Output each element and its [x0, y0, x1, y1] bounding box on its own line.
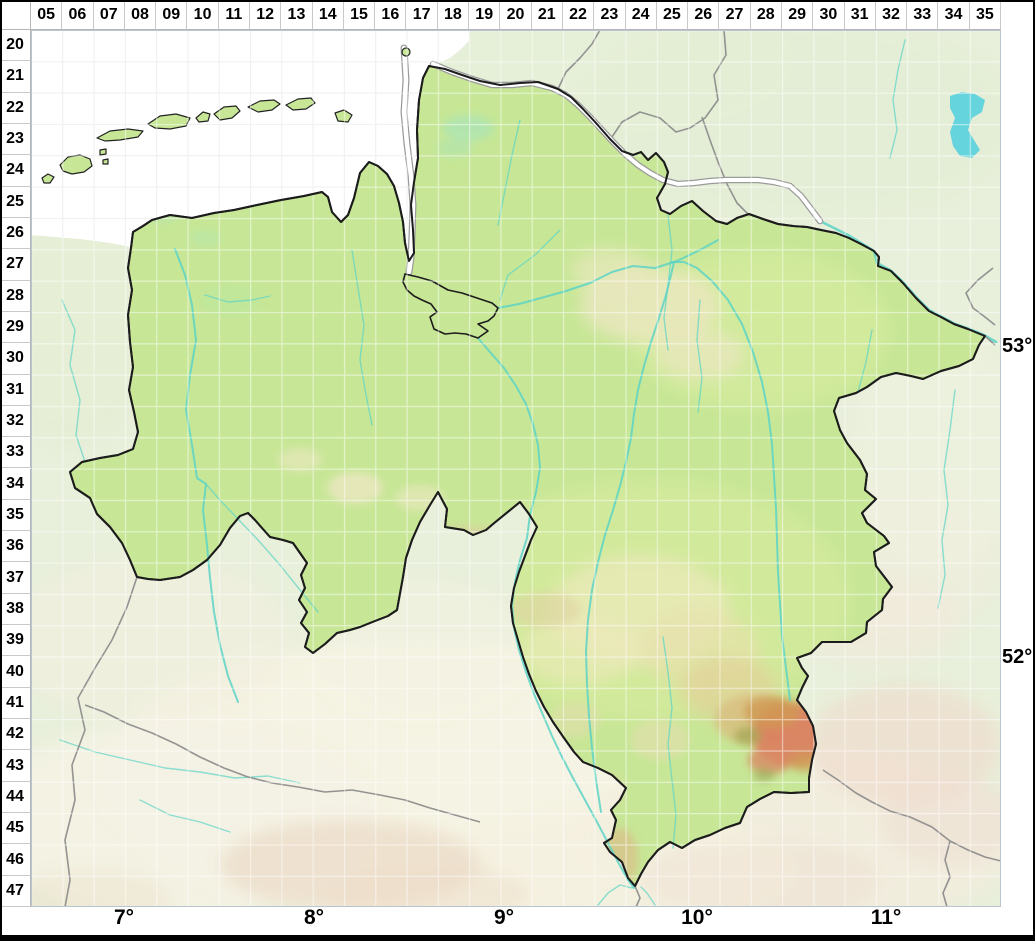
longitude-label-8: 8° — [303, 906, 325, 929]
grid-row-label-38: 38 — [0, 593, 31, 626]
grid-row-label-30: 30 — [0, 343, 31, 375]
longitude-label-10: 10° — [681, 906, 713, 929]
grid-column-label-32: 32 — [875, 0, 908, 30]
grid-column-label-29: 29 — [781, 0, 814, 30]
grid-column-label-16: 16 — [375, 0, 407, 30]
grid-row-label-24: 24 — [0, 155, 31, 187]
grid-column-label-15: 15 — [343, 0, 376, 30]
grid-row-label-35: 35 — [0, 499, 31, 532]
latitude-label-53: 53° — [1002, 335, 1033, 357]
grid-column-label-08: 08 — [124, 0, 157, 30]
grid-row-label-26: 26 — [0, 217, 31, 250]
longitude-label-9: 9° — [493, 906, 515, 929]
longitude-label-11: 11° — [870, 906, 902, 929]
grid-column-label-07: 07 — [93, 0, 125, 30]
grid-row-label-36: 36 — [0, 531, 31, 563]
grid-row-label-39: 39 — [0, 625, 31, 657]
grid-column-label-10: 10 — [187, 0, 219, 30]
grid-column-label-05: 05 — [31, 0, 63, 30]
grid-row-label-47: 47 — [0, 875, 31, 907]
grid-column-label-06: 06 — [62, 0, 94, 30]
grid-column-label-23: 23 — [594, 0, 626, 30]
grid-column-label-17: 17 — [406, 0, 438, 30]
frame-border-top — [0, 0, 1035, 2]
grid-row-label-31: 31 — [0, 374, 31, 406]
grid-row-label-46: 46 — [0, 844, 31, 876]
grid-row-label-28: 28 — [0, 280, 31, 312]
grid-row-label-42: 42 — [0, 719, 31, 751]
grid-row-label-41: 41 — [0, 687, 31, 720]
grid-column-label-13: 13 — [281, 0, 313, 30]
grid-column-label-18: 18 — [437, 0, 470, 30]
grid-column-label-35: 35 — [969, 0, 1001, 30]
grid-column-label-27: 27 — [719, 0, 751, 30]
grid-row-label-22: 22 — [0, 92, 31, 124]
grid-row-label-45: 45 — [0, 813, 31, 845]
frame-border-bottom — [0, 935, 1035, 941]
grid-row-label-44: 44 — [0, 781, 31, 814]
grid-row-label-33: 33 — [0, 437, 31, 469]
grid-column-label-09: 09 — [156, 0, 188, 30]
grid-row-label-23: 23 — [0, 123, 31, 156]
grid-column-label-34: 34 — [938, 0, 970, 30]
grid-column-label-28: 28 — [750, 0, 782, 30]
grid-corner-cell — [0, 0, 31, 30]
grid-over-land — [31, 30, 1001, 907]
grid-column-label-30: 30 — [813, 0, 845, 30]
grid-row-label-21: 21 — [0, 61, 31, 93]
grid-row-label-34: 34 — [0, 468, 31, 500]
grid-row-label-27: 27 — [0, 249, 31, 281]
grid-column-label-22: 22 — [562, 0, 595, 30]
grid-row-label-29: 29 — [0, 311, 31, 344]
grid-row-label-20: 20 — [0, 30, 31, 62]
grid-column-label-12: 12 — [250, 0, 282, 30]
map-edge — [31, 30, 1001, 907]
grid-row-label-25: 25 — [0, 186, 31, 218]
grid-column-label-20: 20 — [500, 0, 532, 30]
grid-column-label-11: 11 — [218, 0, 251, 30]
grid-column-label-21: 21 — [531, 0, 563, 30]
longitude-label-7: 7° — [113, 906, 135, 929]
grid-row-label-43: 43 — [0, 750, 31, 782]
grid-row-label-32: 32 — [0, 405, 31, 438]
grid-column-label-33: 33 — [907, 0, 939, 30]
grid-row-label-40: 40 — [0, 656, 31, 688]
grid-column-label-31: 31 — [844, 0, 876, 30]
grid-row-label-37: 37 — [0, 562, 31, 594]
grid-column-label-24: 24 — [625, 0, 657, 30]
grid-column-label-14: 14 — [312, 0, 344, 30]
grid-column-label-25: 25 — [656, 0, 689, 30]
grid-column-label-26: 26 — [688, 0, 720, 30]
latitude-label-52: 52° — [1002, 646, 1033, 668]
frame-border-right — [1033, 0, 1035, 941]
grid-column-label-19: 19 — [469, 0, 501, 30]
frame-border-left — [0, 0, 2, 941]
